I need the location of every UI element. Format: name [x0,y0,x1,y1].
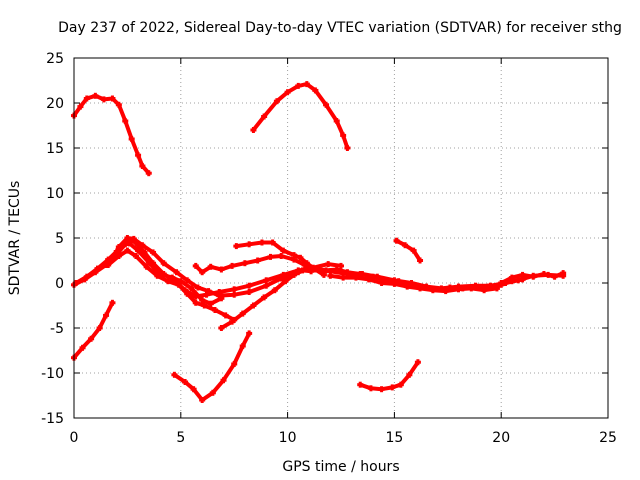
series-group [71,81,567,403]
plot-frame [73,57,609,419]
x-tick-label: 10 [279,430,297,446]
series-arc14 [498,270,567,286]
y-tick-label: 20 [46,96,64,112]
x-tick-label: 5 [176,430,185,446]
series-line [75,241,223,306]
grid [74,58,608,418]
series-line [236,240,325,277]
x-tick-label: 25 [599,430,617,446]
series-arc12 [233,239,327,278]
x-axis-label: GPS time / hours [282,459,399,475]
y-tick-label: 5 [55,231,64,247]
series-arc13 [218,267,315,331]
y-tick-label: -10 [41,366,64,382]
y-tick-label: -15 [41,411,64,427]
y-tick-label: 0 [55,276,64,292]
series-arc1 [71,92,152,177]
series-line [72,93,151,175]
y-tick-label: 10 [46,186,64,202]
y-tick-label: -5 [50,321,64,337]
x-tick-label: 15 [385,430,403,446]
y-tick-label: 15 [46,141,64,157]
x-tick-label: 20 [492,430,510,446]
chart-title: Day 237 of 2022, Sidereal Day-to-day VTE… [58,20,622,36]
series-arc4 [171,330,253,403]
series-arc6 [393,237,424,264]
x-tick-label: 0 [70,430,79,446]
series-arc15 [327,272,500,295]
series-arc2 [250,81,351,151]
y-tick-label: 25 [46,51,64,67]
y-axis-label: SDTVAR / TECUs [7,181,23,296]
series-arc3 [71,299,116,361]
series-line [395,238,422,262]
series-arc5 [357,359,421,393]
series-line [72,301,115,360]
series-arc9 [105,247,238,323]
axis-ticks: 0 5 10 15 20 25 -15 -10 -5 0 5 10 15 20 25 [41,51,617,446]
series-line [220,268,312,330]
series-line [251,82,350,149]
